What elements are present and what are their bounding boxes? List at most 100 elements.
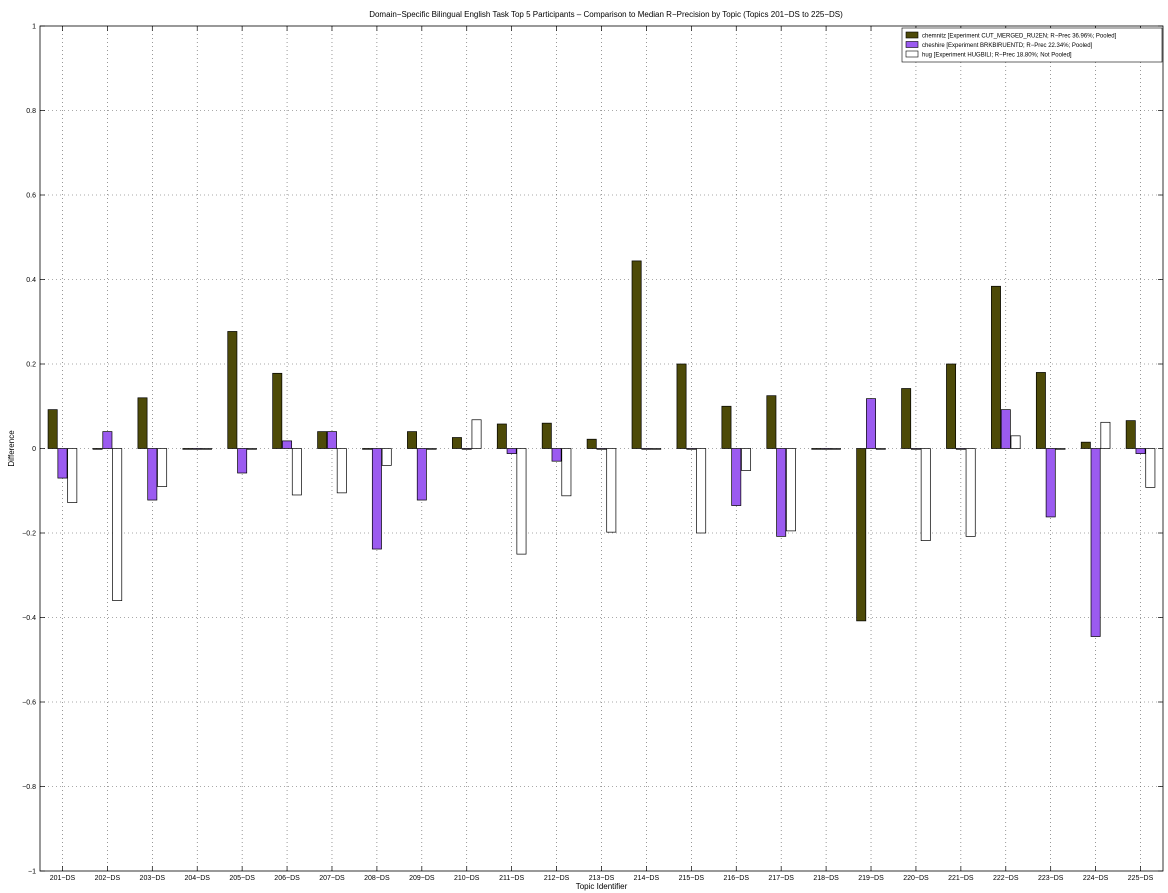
bar <box>1090 448 1101 637</box>
x-tick-label: 210−DS <box>454 875 480 882</box>
bar <box>371 448 382 550</box>
x-tick-label: 216−DS <box>724 875 750 882</box>
bar <box>336 448 347 494</box>
bar <box>651 448 662 450</box>
y-tick-label: 0.6 <box>26 193 36 200</box>
bar <box>47 409 58 449</box>
bar <box>731 448 742 506</box>
bar <box>686 448 697 450</box>
bar <box>721 405 732 449</box>
bar <box>112 448 123 601</box>
x-tick-label: 218−DS <box>813 875 839 882</box>
bar <box>776 448 787 537</box>
bar <box>561 448 572 497</box>
y-axis-label: Difference <box>7 430 16 467</box>
bar <box>901 388 912 449</box>
bar <box>786 448 796 532</box>
bar <box>202 448 212 450</box>
bar <box>696 448 707 534</box>
bar <box>471 419 482 449</box>
bar <box>137 397 148 449</box>
legend-swatch <box>905 41 919 48</box>
chart-title: Domain−Specific Bilingual English Task T… <box>369 10 843 19</box>
bar <box>291 448 302 496</box>
x-tick-label: 208−DS <box>364 875 390 882</box>
legend-entry: hug [Experiment HUGBILI; R−Prec 18.80%; … <box>922 53 1072 59</box>
legend: chemnitz [Experiment CUT_MERGED_RU2EN; R… <box>901 27 1163 63</box>
bar <box>551 448 562 462</box>
y-tick-label: 0 <box>32 446 36 453</box>
x-tick-label: 220−DS <box>903 875 929 882</box>
bar <box>596 448 607 450</box>
bar <box>1100 421 1111 449</box>
bar <box>67 448 78 503</box>
bar <box>955 448 966 450</box>
bar <box>1055 448 1066 450</box>
x-tick-label: 206−DS <box>274 875 300 882</box>
bar <box>451 437 462 449</box>
grid <box>40 26 1163 871</box>
bar <box>741 448 752 471</box>
bar <box>910 448 921 450</box>
x-axis-label: Topic Identifier <box>576 882 628 891</box>
bar <box>237 448 248 474</box>
bar <box>830 448 841 450</box>
bar <box>631 260 642 449</box>
bar <box>586 438 597 449</box>
x-tick-label: 201−DS <box>50 875 76 882</box>
bar <box>856 448 867 622</box>
bar <box>362 448 373 450</box>
legend-entry: cheshire [Experiment BRKBIRUENTD; R−Prec… <box>922 43 1093 49</box>
x-tick-label: 224−DS <box>1083 875 1109 882</box>
bar <box>541 422 552 449</box>
bar <box>821 448 832 450</box>
x-tick-label: 219−DS <box>858 875 884 882</box>
bar <box>102 431 113 449</box>
legend-swatch <box>905 31 919 39</box>
bar <box>407 431 417 449</box>
x-tick-label: 213−DS <box>589 875 615 882</box>
bar <box>496 423 507 449</box>
bar <box>92 448 103 450</box>
bar <box>766 395 777 449</box>
bar <box>426 448 437 450</box>
bar <box>516 448 527 555</box>
bar <box>1145 448 1156 488</box>
bar <box>1135 448 1146 454</box>
x-tick-label: 212−DS <box>544 875 570 882</box>
x-tick-label: 215−DS <box>679 875 705 882</box>
bar <box>246 448 257 450</box>
x-tick-label: 209−DS <box>409 875 435 882</box>
bar <box>506 448 517 454</box>
bar <box>1080 441 1091 449</box>
bar <box>641 448 652 450</box>
bar <box>676 363 687 449</box>
legend-swatch <box>905 50 919 58</box>
bar <box>1125 420 1136 449</box>
bar <box>192 448 203 450</box>
y-tick-label: 0.8 <box>26 108 36 115</box>
y-tick-label: −0.2 <box>22 531 36 538</box>
x-tick-label: 222−DS <box>993 875 1019 882</box>
x-tick-label: 223−DS <box>1038 875 1064 882</box>
x-tick-label: 214−DS <box>634 875 660 882</box>
bar <box>920 448 931 541</box>
x-tick-label: 217−DS <box>768 875 794 882</box>
y-tick-label: −0.6 <box>22 700 36 707</box>
bar <box>965 448 976 537</box>
x-tick-label: 202−DS <box>95 875 121 882</box>
y-tick-label: −0.8 <box>22 784 36 791</box>
y-tick-label: −1 <box>28 869 36 876</box>
x-tick-label: 221−DS <box>948 875 974 882</box>
x-tick-label: 225−DS <box>1128 875 1154 882</box>
y-tick-label: 1 <box>32 24 36 31</box>
bar <box>946 363 957 449</box>
bar <box>227 331 238 449</box>
y-tick-label: 0.2 <box>26 362 36 369</box>
bar <box>606 448 617 533</box>
bar <box>461 448 472 450</box>
legend-box <box>901 27 1163 63</box>
bar <box>811 448 822 450</box>
legend-entry: chemnitz [Experiment CUT_MERGED_RU2EN; R… <box>922 34 1117 40</box>
